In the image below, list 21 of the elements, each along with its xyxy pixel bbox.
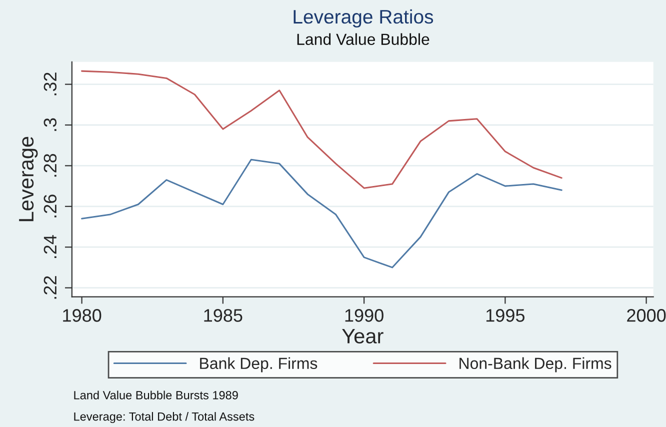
y-tick-label: .28 (44, 154, 57, 177)
line-series (81, 70, 562, 189)
chart-title: Leverage Ratios (294, 9, 434, 28)
y-tick-label: .24 (44, 235, 56, 258)
text: Leverage: Total Debt / Total Assets (74, 412, 254, 424)
chart-subtitle: Land Value Bubble (297, 33, 430, 45)
y-axis-title: Leverage (19, 136, 38, 222)
x-tick-label: 2000 (627, 309, 666, 322)
y-tick-label: .3 (44, 118, 57, 131)
y-tick-label: .26 (44, 194, 57, 218)
y-tick-label: .32 (44, 72, 57, 96)
legend-label: Non-Bank Dep. Firms (460, 357, 612, 372)
text: Land Value Bubble Bursts 1989 (74, 390, 238, 400)
y-tick-label: .22 (44, 276, 56, 299)
x-tick-label: 1985 (204, 309, 242, 322)
x-tick-label: 1980 (63, 309, 102, 322)
x-tick-label: 1990 (345, 309, 384, 322)
legend-label: Bank Dep. Firms (200, 357, 318, 372)
line-series (81, 158, 562, 268)
x-tick-label: 1995 (486, 309, 524, 322)
x-axis-title: Year (342, 328, 384, 344)
